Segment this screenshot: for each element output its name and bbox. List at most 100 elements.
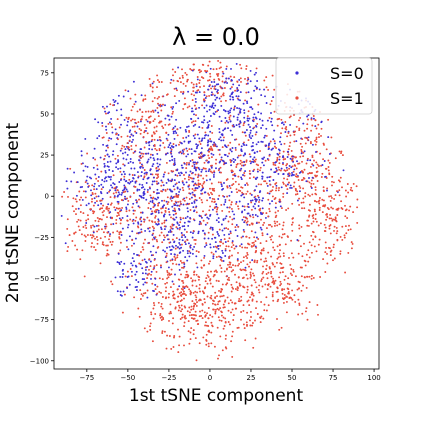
point-s1 [289,115,292,118]
point-s1 [256,194,259,197]
point-s0 [235,224,238,226]
point-s1 [118,210,121,213]
point-s1 [84,224,87,227]
point-s1 [193,238,196,241]
point-s0 [66,167,69,170]
point-s1 [273,249,276,252]
point-s1 [352,182,355,185]
point-s0 [117,252,120,255]
point-s1 [350,186,353,189]
point-s1 [79,219,82,222]
point-s0 [90,194,93,197]
point-s1 [346,183,349,185]
point-s1 [166,196,169,199]
point-s1 [208,60,211,63]
point-s1 [291,289,294,292]
point-s1 [207,192,210,195]
point-s1 [302,284,304,287]
point-s0 [126,153,129,156]
point-s1 [203,161,206,164]
point-s0 [205,244,208,247]
point-s1 [94,248,97,251]
point-s1 [230,283,233,286]
point-s0 [289,157,292,160]
point-s1 [179,216,182,219]
point-s0 [118,263,121,266]
point-s1 [223,325,226,327]
point-s1 [97,180,100,182]
point-s1 [103,209,105,212]
point-s1 [140,129,143,132]
point-s0 [245,129,248,131]
point-s1 [154,221,157,224]
point-s1 [254,195,257,198]
point-s0 [106,153,109,156]
point-s1 [218,153,221,156]
point-s1 [220,311,223,314]
point-s0 [148,148,151,150]
point-s0 [121,191,124,194]
point-s1 [254,281,257,284]
point-s1 [213,143,216,146]
point-s1 [158,96,160,98]
point-s1 [253,168,256,171]
point-s0 [123,184,126,187]
point-s1 [80,162,83,165]
point-s1 [338,180,341,183]
point-s1 [192,218,195,221]
point-s1 [160,184,163,187]
point-s1 [145,118,148,121]
point-s1 [204,70,207,73]
point-s1 [146,216,149,219]
point-s1 [217,357,219,360]
point-s1 [228,255,231,258]
point-s0 [175,192,178,195]
point-s1 [271,295,274,298]
point-s1 [112,104,115,107]
point-s1 [287,153,290,156]
point-s0 [176,187,179,190]
point-s1 [139,132,142,135]
point-s1 [347,229,350,231]
point-s1 [234,180,237,183]
point-s0 [306,115,309,118]
point-s1 [311,156,314,159]
point-s0 [284,131,287,133]
point-s0 [157,211,160,214]
point-s1 [242,259,245,262]
point-s1 [298,119,300,122]
point-s0 [94,118,97,121]
point-s1 [107,146,109,149]
point-s0 [133,167,136,170]
point-s0 [121,189,124,192]
point-s1 [246,251,249,254]
point-s0 [117,167,120,170]
point-s1 [120,231,122,234]
point-s1 [245,91,248,94]
point-s0 [266,119,269,122]
point-s0 [240,145,243,148]
point-s0 [141,272,144,275]
point-s1 [148,226,151,229]
point-s0 [266,176,269,179]
point-s1 [210,164,212,167]
point-s0 [134,180,137,183]
point-s1 [221,295,223,298]
point-s1 [267,223,270,226]
point-s1 [254,133,257,136]
point-s0 [142,197,145,199]
point-s1 [217,169,220,172]
point-s1 [314,186,317,189]
point-s0 [76,181,79,184]
point-s1 [251,324,254,327]
point-s1 [252,272,254,275]
point-s1 [247,139,250,142]
point-s1 [104,235,107,238]
point-s1 [231,355,234,358]
point-s0 [240,176,243,179]
point-s0 [223,195,226,198]
point-s0 [139,263,142,266]
point-s0 [227,77,230,80]
point-s1 [153,145,156,147]
point-s1 [230,170,233,173]
